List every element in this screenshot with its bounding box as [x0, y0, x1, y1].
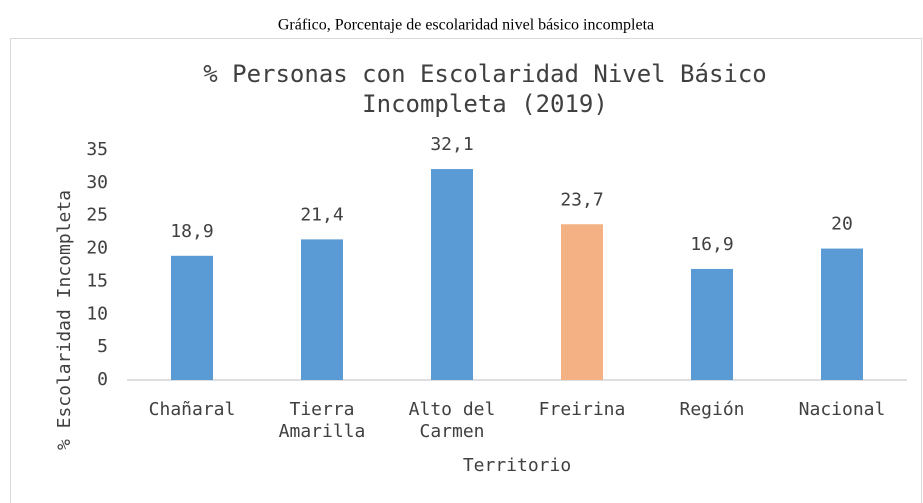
data-label: 32,1: [430, 134, 473, 155]
data-label: 16,9: [690, 234, 733, 255]
data-label: 21,4: [300, 204, 343, 225]
caption: Gráfico, Porcentaje de escolaridad nivel…: [278, 17, 654, 34]
y-tick-label: 5: [97, 336, 108, 357]
chart-border: [10, 38, 922, 503]
y-tick-label: 25: [86, 205, 108, 226]
y-tick-label: 15: [86, 270, 108, 291]
data-label: 20: [831, 214, 853, 235]
y-tick-label: 35: [86, 139, 108, 160]
x-tick-label: Tierra Amarilla: [279, 399, 366, 442]
bar: [561, 224, 603, 380]
x-axis-title: Territorio: [463, 455, 571, 476]
y-axis-title: % Escolaridad Incompleta: [54, 190, 75, 450]
x-tick-label: Alto del Carmen: [409, 399, 496, 442]
bar: [691, 268, 733, 380]
x-tick-label: Nacional: [799, 399, 886, 420]
bar: [171, 255, 213, 380]
y-tick-label: 10: [86, 303, 108, 324]
chart-title: % Personas con Escolaridad Nivel Básico I…: [203, 60, 767, 118]
x-tick-label: Freirina: [539, 399, 626, 420]
data-label: 23,7: [560, 189, 603, 210]
bar: [431, 169, 473, 380]
y-tick-label: 20: [86, 238, 108, 259]
data-label: 18,9: [170, 221, 213, 242]
bar: [821, 248, 863, 380]
y-tick-label: 0: [97, 369, 108, 390]
y-tick-label: 30: [86, 172, 108, 193]
bar: [301, 239, 343, 380]
x-tick-label: Chañaral: [149, 399, 236, 420]
x-tick-label: Región: [679, 399, 744, 420]
